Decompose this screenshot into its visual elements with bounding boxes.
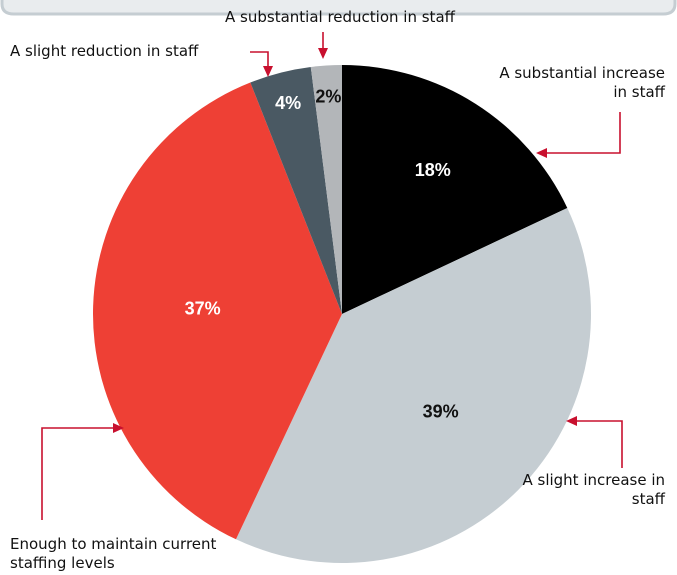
slice-label: Enough to maintain current staffing leve…	[10, 535, 217, 572]
value-label: 2%	[315, 87, 341, 107]
pie-slice	[250, 66, 342, 314]
arrow	[545, 112, 621, 154]
arrow	[250, 51, 269, 68]
arrow-head	[566, 416, 577, 426]
slice-label: A slight reduction in staff	[10, 42, 199, 60]
arrow	[575, 420, 623, 468]
pie-slice	[93, 82, 342, 540]
slice-label: A substantial increase in staff	[499, 64, 665, 101]
arrow	[41, 427, 115, 520]
pie-slice	[310, 65, 342, 314]
arrow-head	[263, 66, 273, 77]
arrows	[41, 32, 623, 520]
slice-label: A slight increase in staff	[522, 471, 665, 508]
top-band	[0, 0, 677, 16]
value-label: 4%	[275, 93, 301, 113]
pie-slice	[342, 65, 568, 314]
arrow-head	[536, 148, 547, 158]
arrow-head	[318, 48, 328, 59]
value-label: 37%	[185, 298, 221, 318]
arrow-head	[113, 423, 124, 433]
pie-slice	[235, 207, 591, 563]
value-label: 39%	[423, 401, 459, 421]
value-label: 18%	[415, 160, 451, 180]
slice-label: A substantial reduction in staff	[225, 8, 455, 26]
